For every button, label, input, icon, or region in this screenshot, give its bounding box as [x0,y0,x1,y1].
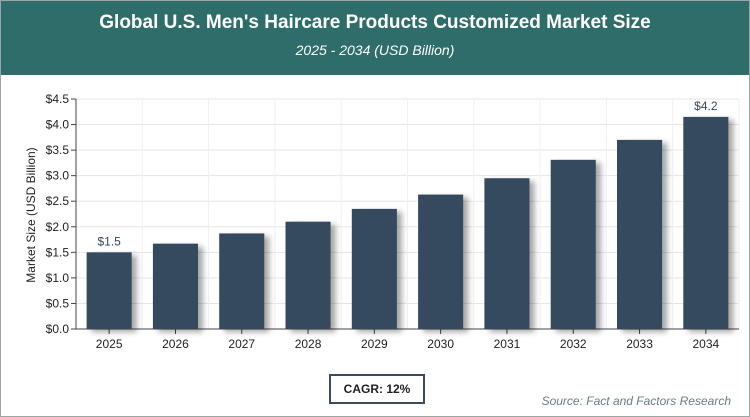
bar-2033 [617,139,663,329]
x-tick-label: 2027 [228,337,255,351]
x-tick-label: 2032 [560,337,587,351]
chart-title: Global U.S. Men's Haircare Products Cust… [99,12,651,33]
x-tick-label: 2025 [96,337,123,351]
x-tick-label: 2034 [692,337,719,351]
x-tick-label: 2028 [295,337,322,351]
y-tick-label: $0.5 [46,296,70,310]
y-tick-label: $2.0 [46,220,70,234]
bar-2034 [683,116,729,329]
x-tick-label: 2029 [361,337,388,351]
y-tick-label: $3.5 [46,143,70,157]
bar-2025 [86,252,132,329]
y-tick-label: $4.0 [46,118,70,132]
y-tick-label: $0.0 [46,322,70,336]
y-tick-label: $1.0 [46,271,70,285]
bar-2027 [219,233,265,329]
y-tick-label: $4.5 [46,92,70,106]
y-tick-label: $3.0 [46,169,70,183]
bars [86,116,729,329]
labels: $0.0 $0.5 $1.0 $1.5 $2.0 $2.5 $3.0 $3.5 $4.0 $4.5… [46,92,720,351]
data-label: $4.2 [694,99,718,113]
source-note: Source: Fact and Factors Research [541,394,731,408]
y-tick-label: $2.5 [46,194,70,208]
y-tick-label: $1.5 [46,245,70,259]
bar-2028 [285,221,331,329]
x-tick-label: 2031 [494,337,521,351]
chart-header: Global U.S. Men's Haircare Products Cust… [1,1,749,75]
chart-subtitle: 2025 - 2034 (USD Billion) [295,42,455,58]
bar-2030 [418,194,464,329]
x-tick-label: 2026 [162,337,189,351]
bar-2029 [351,208,397,329]
data-label: $1.5 [97,234,121,248]
bar-2026 [152,243,198,329]
bar-chart: $0.0 $0.5 $1.0 $1.5 $2.0 $2.5 $3.0 $3.5 $4.0 $4.5… [24,92,740,351]
bar-2032 [550,159,596,329]
x-tick-label: 2033 [626,337,653,351]
gridlines [76,98,740,330]
bar-2031 [484,178,530,329]
y-axis-label: Market Size (USD Billion) [24,147,38,282]
cagr-badge: CAGR: 12% [329,374,425,404]
x-tick-label: 2030 [427,337,454,351]
